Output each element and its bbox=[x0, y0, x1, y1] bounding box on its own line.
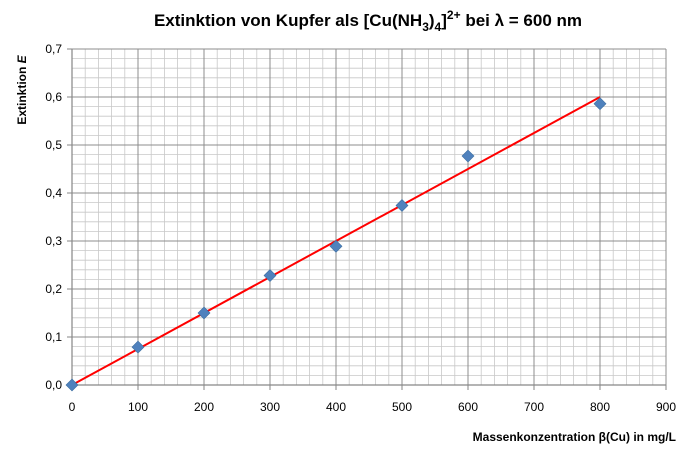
data-point bbox=[131, 340, 145, 354]
y-tick-label: 0,0 bbox=[45, 378, 62, 392]
data-point bbox=[395, 199, 409, 212]
data-point bbox=[65, 378, 79, 392]
data-point bbox=[329, 239, 343, 253]
tick-labels: 0 100 200 300 400 500 600 700 800 900 0,0 0,1 0,2 0,3… bbox=[45, 42, 676, 414]
x-tick-label: 100 bbox=[128, 400, 148, 414]
data-points bbox=[65, 97, 607, 392]
x-tick-label: 200 bbox=[194, 400, 214, 414]
x-tick-label: 600 bbox=[458, 400, 478, 414]
data-point bbox=[197, 306, 211, 320]
x-tick-label: 900 bbox=[656, 400, 676, 414]
y-tick-label: 0,5 bbox=[45, 138, 62, 152]
x-tick-label: 300 bbox=[260, 400, 280, 414]
data-point bbox=[461, 149, 475, 163]
x-tick-label: 500 bbox=[392, 400, 412, 414]
x-tick-label: 700 bbox=[524, 400, 544, 414]
y-tick-label: 0,3 bbox=[45, 234, 62, 248]
y-tick-label: 0,1 bbox=[45, 330, 62, 344]
x-tick-label: 400 bbox=[326, 400, 346, 414]
data-point bbox=[593, 97, 607, 111]
y-tick-label: 0,7 bbox=[45, 42, 62, 56]
chart-title: Extinktion von Kupfer als [Cu(NH3)4]2+ b… bbox=[154, 8, 582, 34]
y-axis-label: Extinktion E bbox=[15, 54, 29, 124]
axes bbox=[67, 48, 667, 390]
x-axis-label: Massenkonzentration β(Cu) in mg/L bbox=[473, 430, 676, 444]
y-tick-label: 0,2 bbox=[45, 282, 62, 296]
grid bbox=[72, 48, 667, 385]
y-tick-label: 0,4 bbox=[45, 186, 62, 200]
y-tick-label: 0,6 bbox=[45, 90, 62, 104]
x-tick-label: 800 bbox=[590, 400, 610, 414]
x-tick-label: 0 bbox=[69, 400, 76, 414]
data-point bbox=[263, 269, 277, 282]
